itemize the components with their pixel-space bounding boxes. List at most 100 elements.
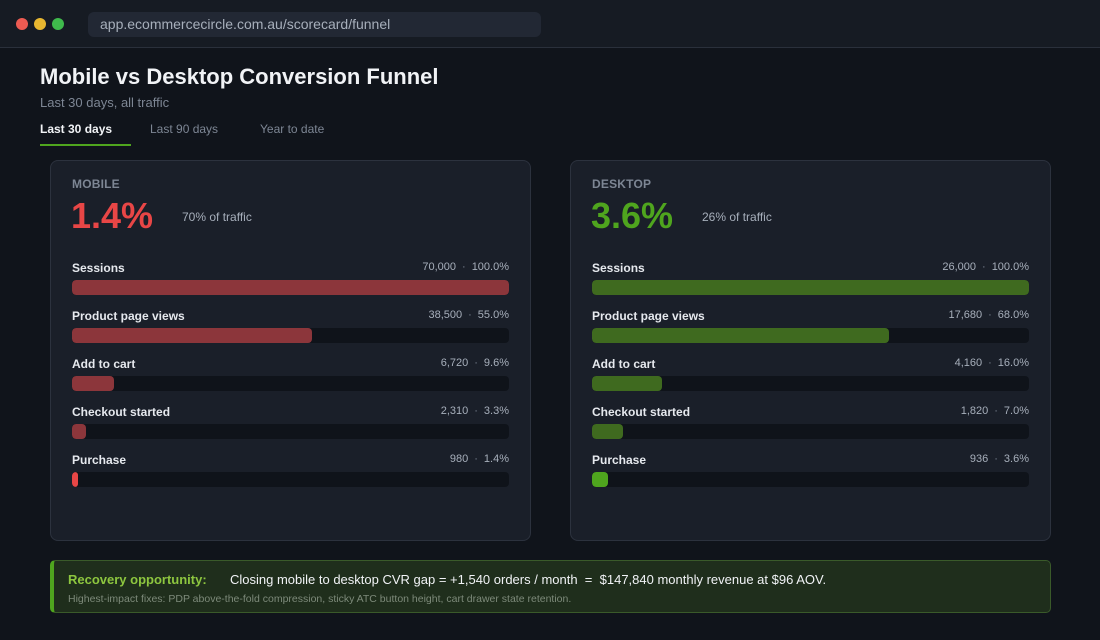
stat-separator: · — [474, 453, 478, 465]
traffic-share: 26% of traffic — [702, 210, 772, 224]
step-name: Sessions — [72, 261, 125, 275]
funnel-bar-track — [72, 280, 509, 295]
stat-separator: · — [994, 405, 998, 417]
step-count: 70,000 — [422, 261, 457, 273]
panel-label: MOBILE — [72, 177, 120, 191]
funnel-step: Product page views 17,680 · 68.0% — [592, 309, 1029, 353]
funnel-step: Purchase 936 · 3.6% — [592, 453, 1029, 497]
traffic-share: 70% of traffic — [182, 210, 252, 224]
step-name: Purchase — [72, 453, 127, 467]
page-subtitle: Last 30 days, all traffic — [40, 95, 170, 110]
stat-separator: · — [474, 357, 478, 369]
funnel-bar-track — [592, 328, 1029, 343]
step-name: Purchase — [592, 453, 647, 467]
funnel-bar-track — [72, 424, 509, 439]
step-stats: 26,000 · 100.0% — [942, 261, 1029, 273]
stat-separator: · — [988, 357, 992, 369]
funnel-bar-fill — [592, 280, 1029, 295]
funnel-bar-fill — [592, 376, 662, 391]
step-percent: 9.6% — [483, 357, 509, 369]
funnel-step: Add to cart 6,720 · 9.6% — [72, 357, 509, 401]
funnel-bar-track — [592, 280, 1029, 295]
step-percent: 55.0% — [477, 309, 509, 321]
step-stats: 2,310 · 3.3% — [441, 405, 509, 417]
page-title: Mobile vs Desktop Conversion Funnel — [40, 64, 439, 89]
funnel-step: Sessions 26,000 · 100.0% — [592, 261, 1029, 305]
funnel-bar-fill — [592, 424, 623, 439]
recovery-callout: Recovery opportunity: Closing mobile to … — [50, 560, 1051, 613]
maximize-window-button[interactable] — [52, 18, 64, 30]
step-stats: 980 · 1.4% — [450, 453, 509, 465]
step-count: 26,000 — [942, 261, 977, 273]
stat-separator: · — [994, 453, 998, 465]
address-bar[interactable]: app.ecommercecircle.com.au/scorecard/fun… — [88, 12, 541, 37]
funnel-bar-fill — [592, 328, 889, 343]
step-percent: 3.3% — [483, 405, 509, 417]
funnel-step: Sessions 70,000 · 100.0% — [72, 261, 509, 305]
stat-separator: · — [982, 261, 986, 273]
step-count: 1,820 — [960, 405, 989, 417]
step-stats: 17,680 · 68.0% — [948, 309, 1029, 321]
funnel-step: Product page views 38,500 · 55.0% — [72, 309, 509, 353]
stat-separator: · — [468, 309, 472, 321]
funnel-step: Purchase 980 · 1.4% — [72, 453, 509, 497]
step-name: Add to cart — [72, 357, 136, 371]
tab-last-30-days[interactable]: Last 30 days — [40, 122, 113, 136]
step-name: Add to cart — [592, 357, 656, 371]
funnel-step: Add to cart 4,160 · 16.0% — [592, 357, 1029, 401]
funnel-step: Checkout started 2,310 · 3.3% — [72, 405, 509, 449]
step-percent: 100.0% — [991, 261, 1029, 273]
funnel-bar-track — [592, 376, 1029, 391]
step-percent: 1.4% — [483, 453, 509, 465]
step-count: 6,720 — [440, 357, 469, 369]
step-stats: 4,160 · 16.0% — [955, 357, 1029, 369]
step-count: 980 — [449, 453, 469, 465]
step-percent: 7.0% — [1003, 405, 1029, 417]
step-percent: 3.6% — [1003, 453, 1029, 465]
stat-separator: · — [988, 309, 992, 321]
step-percent: 16.0% — [997, 357, 1029, 369]
funnel-bar-track — [72, 472, 509, 487]
conversion-rate: 3.6% — [591, 195, 674, 236]
step-name: Sessions — [592, 261, 645, 275]
browser-toolbar: app.ecommercecircle.com.au/scorecard/fun… — [0, 0, 1100, 48]
stat-separator: · — [474, 405, 478, 417]
step-name: Product page views — [592, 309, 705, 323]
step-count: 2,310 — [440, 405, 469, 417]
step-name: Checkout started — [72, 405, 171, 419]
callout-text: Closing mobile to desktop CVR gap = +1,5… — [230, 572, 827, 587]
panel-label: DESKTOP — [592, 177, 652, 191]
funnel-bar-fill — [72, 328, 312, 343]
step-count: 17,680 — [948, 309, 983, 321]
active-tab-indicator — [40, 144, 131, 146]
mobile-funnel-panel: MOBILE 1.4% 70% of traffic Sessions 70,00… — [50, 160, 531, 541]
step-count: 936 — [969, 453, 989, 465]
funnel-bar-fill — [72, 424, 86, 439]
funnel-bar-fill — [72, 472, 78, 487]
tab-year-to-date[interactable]: Year to date — [260, 122, 325, 136]
callout-label: Recovery opportunity: — [68, 572, 207, 587]
step-percent: 100.0% — [471, 261, 509, 273]
step-stats: 1,820 · 7.0% — [961, 405, 1029, 417]
step-stats: 38,500 · 55.0% — [428, 309, 509, 321]
funnel-bar-fill — [592, 472, 608, 487]
tab-last-90-days[interactable]: Last 90 days — [150, 122, 219, 136]
step-count: 4,160 — [954, 357, 983, 369]
step-stats: 936 · 3.6% — [970, 453, 1029, 465]
funnel-bar-fill — [72, 280, 509, 295]
step-percent: 68.0% — [997, 309, 1029, 321]
step-count: 38,500 — [428, 309, 463, 321]
funnel-bar-track — [72, 376, 509, 391]
callout-note: Highest-impact fixes: PDP above-the-fold… — [68, 593, 572, 605]
minimize-window-button[interactable] — [34, 18, 46, 30]
step-name: Checkout started — [592, 405, 691, 419]
stat-separator: · — [462, 261, 466, 273]
step-name: Product page views — [72, 309, 185, 323]
conversion-rate: 1.4% — [71, 195, 154, 236]
funnel-bar-track — [592, 472, 1029, 487]
step-stats: 6,720 · 9.6% — [441, 357, 509, 369]
step-stats: 70,000 · 100.0% — [422, 261, 509, 273]
funnel-step: Checkout started 1,820 · 7.0% — [592, 405, 1029, 449]
close-window-button[interactable] — [16, 18, 28, 30]
funnel-bar-track — [592, 424, 1029, 439]
